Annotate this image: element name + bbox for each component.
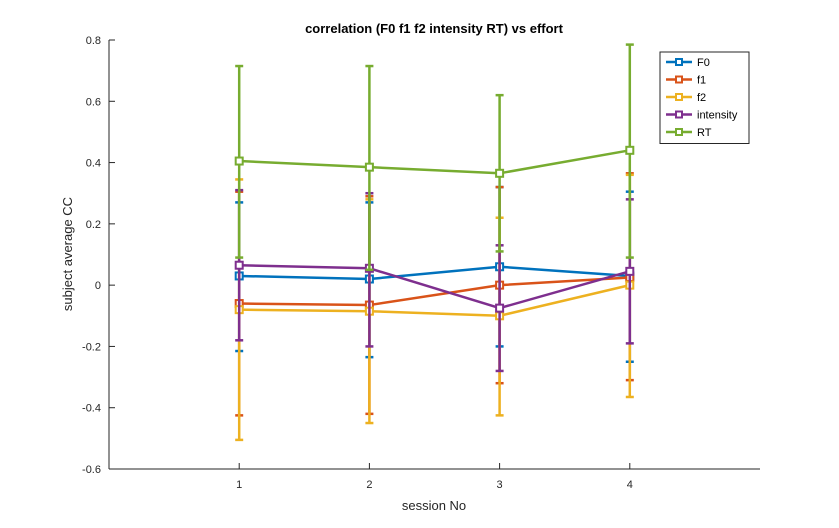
data-point-marker — [495, 168, 505, 178]
y-tick-label: 0.6 — [86, 96, 101, 108]
legend-marker — [675, 58, 683, 66]
legend: F0 f1 f2 intensity RT — [659, 51, 750, 144]
legend-label: intensity — [697, 110, 738, 122]
x-axis-label: session No — [402, 498, 466, 513]
y-tick-label: -0.6 — [82, 464, 101, 476]
y-tick-label: 0 — [95, 280, 101, 292]
y-tick-label: 0.8 — [86, 35, 101, 47]
data-point-marker — [234, 260, 244, 270]
y-tick-label: -0.2 — [82, 341, 101, 353]
y-axis-label: subject average CC — [60, 197, 75, 311]
data-point-marker — [625, 266, 635, 276]
series-RT — [234, 43, 635, 272]
legend-marker — [675, 110, 683, 119]
data-point-marker — [625, 145, 635, 155]
y-tick-label: 0.2 — [86, 219, 101, 231]
legend-label: RT — [697, 127, 712, 139]
data-point-marker — [364, 162, 374, 172]
series-line — [239, 276, 630, 307]
y-tick-label: 0.4 — [86, 158, 101, 170]
y-tick-label: -0.4 — [82, 403, 101, 415]
series-line — [239, 263, 631, 310]
legend-label: F0 — [697, 57, 710, 69]
x-tick-label: 1 — [236, 479, 242, 491]
series-line — [239, 283, 631, 318]
legend-marker — [675, 128, 683, 136]
x-tick-label: 4 — [627, 479, 633, 491]
series-line — [239, 149, 631, 175]
legend-marker — [675, 75, 683, 84]
x-tick-label: 2 — [366, 479, 372, 491]
data-point-marker — [234, 156, 244, 166]
axes: -0.6 -0.4 -0.2 0 0.2 0.4 0.6 0.8 1 2 3 4 — [82, 35, 760, 491]
legend-marker — [675, 93, 683, 101]
series-layer — [234, 43, 635, 442]
series-line — [239, 265, 630, 281]
legend-label: f1 — [697, 75, 706, 87]
legend-label: f2 — [697, 92, 706, 104]
plot-area — [109, 40, 760, 469]
data-point-marker — [495, 303, 505, 313]
x-tick-label: 3 — [497, 479, 503, 491]
chart-title: correlation (F0 f1 f2 intensity RT) vs e… — [305, 21, 564, 36]
